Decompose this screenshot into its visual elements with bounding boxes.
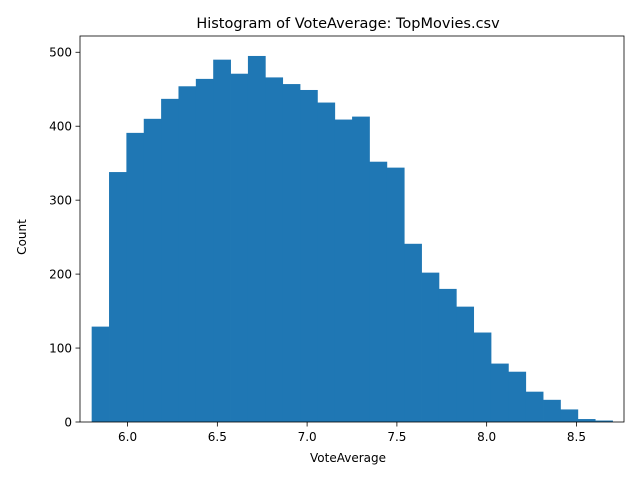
x-tick-label: 6.0 bbox=[118, 430, 137, 444]
histogram-bar bbox=[178, 86, 197, 423]
histogram-bar bbox=[230, 73, 249, 422]
histogram-bar bbox=[161, 98, 179, 423]
histogram-bar bbox=[595, 420, 613, 422]
histogram-bar bbox=[404, 243, 422, 422]
chart-title: Histogram of VoteAverage: TopMovies.csv bbox=[196, 16, 500, 32]
histogram-bar bbox=[317, 102, 336, 422]
histogram-bar bbox=[143, 118, 162, 423]
histogram-bar bbox=[421, 272, 440, 422]
histogram-bar bbox=[577, 419, 596, 422]
histogram-bar bbox=[456, 306, 475, 422]
y-axis-ticks: 0 100 200 300 400 500 bbox=[49, 46, 80, 429]
histogram-bar bbox=[438, 288, 457, 422]
histogram-bar bbox=[195, 78, 214, 422]
histogram-bar bbox=[508, 371, 527, 422]
x-tick-label: 7.0 bbox=[298, 430, 317, 444]
histogram-bar bbox=[352, 116, 370, 422]
histogram-bar bbox=[369, 161, 388, 423]
x-axis-ticks: 6.0 6.5 7.0 7.5 8.0 8.5 bbox=[118, 422, 586, 444]
y-axis-label: Count bbox=[15, 219, 29, 255]
y-tick-label: 500 bbox=[49, 46, 72, 60]
x-axis-label: VoteAverage bbox=[310, 451, 386, 465]
histogram-bar bbox=[490, 363, 509, 422]
y-tick-label: 100 bbox=[49, 341, 72, 355]
histogram-bar bbox=[560, 409, 579, 422]
histogram-bar bbox=[543, 399, 561, 422]
histogram-bar bbox=[265, 77, 284, 422]
x-tick-label: 6.5 bbox=[208, 430, 227, 444]
y-tick-label: 0 bbox=[64, 415, 72, 429]
axes-frame bbox=[79, 35, 625, 423]
histogram-bars bbox=[91, 55, 613, 423]
y-tick-label: 400 bbox=[49, 120, 72, 134]
histogram-bar bbox=[473, 332, 492, 422]
x-tick-label: 8.0 bbox=[477, 430, 496, 444]
histogram-bar bbox=[300, 89, 318, 423]
x-tick-label: 7.5 bbox=[387, 430, 406, 444]
histogram-bar bbox=[282, 84, 301, 423]
x-tick-label: 8.5 bbox=[567, 430, 586, 444]
histogram-bar bbox=[386, 167, 405, 422]
histogram-bar bbox=[126, 132, 145, 422]
histogram-bar bbox=[109, 172, 127, 422]
histogram-bar bbox=[91, 326, 110, 422]
y-tick-label: 300 bbox=[49, 193, 72, 207]
histogram-bar bbox=[334, 119, 353, 422]
y-tick-label: 200 bbox=[49, 267, 72, 281]
histogram-bar bbox=[247, 55, 266, 423]
histogram-bar bbox=[525, 391, 544, 422]
histogram-bar bbox=[213, 59, 231, 422]
